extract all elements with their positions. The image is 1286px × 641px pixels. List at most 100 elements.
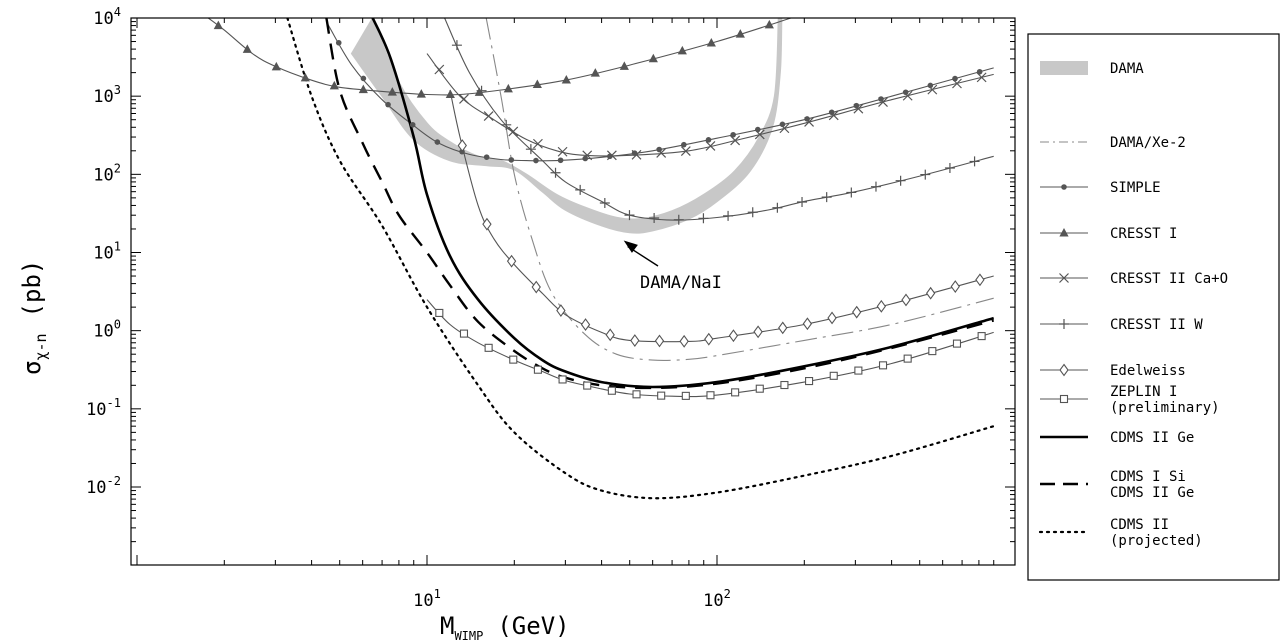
y-tick-label: 103 [93,83,121,107]
legend-dama-xe-2-label: DAMA/Xe-2 [1110,135,1186,151]
series-cdms-ii-line [286,18,995,500]
series-cresst-ii-ca-o-marker [680,146,691,156]
legend-cresst-ii-w: CRESST II W [1040,317,1203,333]
series-edelweiss-marker [975,273,985,287]
series-edelweiss-marker [802,317,813,331]
series-edelweiss-marker [704,332,714,346]
series-cresst-i-marker [329,80,339,90]
series-zeplin-i-marker [509,355,518,364]
legend-cresst-i: CRESST I [1040,226,1177,242]
legend-cdms-ii-ge-label: CDMS II Ge [1110,430,1194,446]
series-edelweiss-line [449,89,994,343]
series-edelweiss-marker [506,254,517,268]
series-cresst-ii-ca-o-marker [976,72,987,83]
series-zeplin-i-marker [435,308,444,317]
series-zeplin-i-marker [558,375,567,384]
legend-edelweiss-marker [1059,363,1069,377]
series-cresst-ii-w-marker [797,196,808,207]
series-cresst-i-marker [271,61,281,71]
series-edelweiss-marker [925,286,936,300]
series-cresst-i-marker [387,87,397,96]
series-simple-marker [434,139,441,145]
series-zeplin-i-marker [952,339,962,348]
series-cresst-i-line [207,18,792,96]
annotation-arrowhead [623,240,638,253]
series-cresst-ii-ca-o-marker [927,84,938,95]
legend-edelweiss: Edelweiss [1040,363,1186,379]
legend-cdms-ii: CDMS II (projected) [1038,517,1203,549]
series-cresst-ii-w-marker [525,144,536,155]
series-cresst-ii-w-marker [501,119,512,130]
series-cresst-i-marker [358,84,368,94]
series-cresst-i-marker [445,89,455,99]
series-cresst-ii-ca-o-marker [582,150,593,161]
series-simple-marker [656,146,663,153]
series-zeplin-i-marker [583,381,592,390]
series-simple-marker [853,102,860,109]
legend-edelweiss-label: Edelweiss [1110,363,1186,379]
series-zeplin-i-marker [484,343,493,352]
legend-cresst-ii-w-marker [1059,319,1069,329]
series-zeplin-i-marker [755,384,764,393]
series-edelweiss-marker [531,280,541,294]
series-edelweiss-marker [827,311,837,325]
series-cresst-ii-w-marker [649,213,660,224]
series-simple-marker [335,39,342,46]
series-edelweiss-marker [876,299,887,313]
series-cresst-ii-ca-o-marker [828,110,839,121]
series-dama-band [350,18,783,234]
series-zeplin-i-marker [903,354,912,363]
series-cresst-i-marker [677,45,687,55]
series-edelweiss-marker [901,293,911,307]
series-zeplin-i-marker [533,365,542,374]
series-cresst-ii-ca-o-marker [952,78,962,89]
series-cresst-ii-w-marker [476,85,487,96]
series-dama-xe-2-line [485,18,994,362]
legend-simple: SIMPLE [1040,180,1161,196]
y-tick-label: 10-2 [86,474,121,498]
series-cresst-ii-ca-o-marker [434,64,445,75]
legend-zeplin-i-marker [1059,394,1069,404]
y-axis-title: σχ-n(pb) [18,260,50,375]
series-cresst-i-marker [416,89,426,98]
series-edelweiss-marker [630,334,640,347]
series-edelweiss-marker [753,325,763,339]
annotation-dama-nai-label: DAMA/NaI [640,273,722,293]
series-cresst-ii-ca-o-marker [804,117,814,127]
series-cresst-ii-w-marker [599,198,610,209]
series-simple-marker [409,121,416,128]
series-cresst-ii-ca-o-line [426,53,994,157]
series-simple-marker [483,154,490,160]
y-tick-label: 10-1 [86,396,121,420]
series-edelweiss-marker [778,321,788,335]
legend-cresst-ii-ca-o-marker [1059,273,1069,283]
series-cresst-ii-ca-o-marker [631,149,642,160]
y-tick-label: 101 [93,240,121,264]
series-zeplin-i-marker [681,391,690,400]
series-simple-marker [705,137,712,143]
series-cresst-ii-ca-o-marker [730,135,741,146]
series-simple-marker [533,157,539,164]
series-cresst-ii-w-marker [451,40,462,51]
series-zeplin-i-marker [977,332,986,341]
series-cresst-ii-ca-o-marker [508,126,519,137]
series-zeplin-i-marker [780,380,789,390]
series-cresst-i-marker [242,44,252,53]
series-simple-marker [828,109,835,116]
series-edelweiss-marker [654,334,665,348]
series-cresst-ii-ca-o-marker [656,148,667,158]
series-simple-marker [804,116,810,122]
series-cresst-i-marker [532,79,542,88]
series-cresst-i-marker [213,20,223,30]
series-cresst-ii-w-marker [747,207,758,218]
series-cresst-i-marker [648,53,658,63]
series-edelweiss-marker [852,305,862,319]
legend-dama-swatch [1040,61,1088,75]
series-cresst-i-marker [300,72,310,82]
series-zeplin-i-marker [854,366,863,375]
series-simple-marker [385,101,391,108]
x-axis-title: MWIMP (GeV) [440,612,570,641]
legend-cresst-ii-ca-o-label: CRESST II Ca+O [1110,271,1228,287]
legend-zeplin-i-label: ZEPLIN I (preliminary) [1110,384,1220,416]
